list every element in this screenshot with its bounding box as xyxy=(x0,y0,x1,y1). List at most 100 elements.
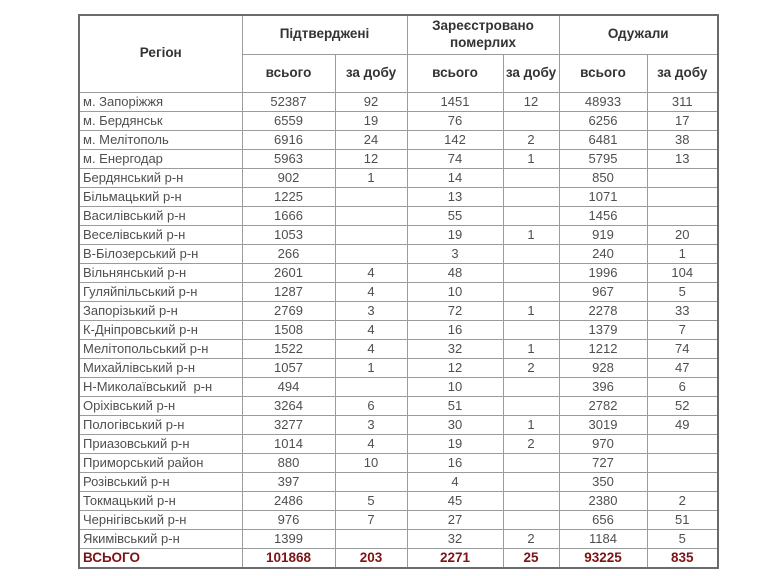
value-cell xyxy=(646,452,719,473)
subheader-deaths-per-day: за добу xyxy=(502,53,560,93)
region-name: Вільнянський р-н xyxy=(78,262,243,283)
value-cell xyxy=(502,490,560,511)
value-cell xyxy=(646,433,719,454)
value-cell: 5 xyxy=(646,281,719,302)
value-cell: 2271 xyxy=(406,547,504,569)
value-cell xyxy=(502,167,560,188)
value-cell: 4 xyxy=(334,319,408,340)
value-cell: 203 xyxy=(334,547,408,569)
value-cell xyxy=(502,262,560,283)
table-row: К-Дніпровський р-н 1508 4 16 1379 7 xyxy=(78,319,719,340)
value-cell: 1379 xyxy=(558,319,648,340)
value-cell: 266 xyxy=(241,243,336,264)
table-row: Василівський р-н 1666 55 1456 xyxy=(78,205,719,226)
table-row: Токмацький р-н 2486 5 45 2380 2 xyxy=(78,490,719,511)
value-cell: 494 xyxy=(241,376,336,397)
value-cell xyxy=(502,471,560,492)
value-cell: 74 xyxy=(646,338,719,359)
value-cell: 32 xyxy=(406,528,504,549)
table-row: Розівський р-н 397 4 350 xyxy=(78,471,719,492)
table-header: Регіон Підтверджені Зареєстровано померл… xyxy=(78,14,719,93)
value-cell: 311 xyxy=(646,91,719,112)
value-cell: 3277 xyxy=(241,414,336,435)
value-cell: 13 xyxy=(406,186,504,207)
region-name: Якимівський р-н xyxy=(78,528,243,549)
value-cell: 12 xyxy=(406,357,504,378)
value-cell: 4 xyxy=(334,433,408,454)
region-name: м. Енергодар xyxy=(78,148,243,169)
value-cell xyxy=(502,110,560,131)
value-cell: 1 xyxy=(502,414,560,435)
table-row: м. Мелітополь 6916 24 142 2 6481 38 xyxy=(78,129,719,150)
value-cell: 10 xyxy=(406,281,504,302)
value-cell xyxy=(334,186,408,207)
value-cell xyxy=(502,186,560,207)
value-cell: 3 xyxy=(406,243,504,264)
value-cell: 902 xyxy=(241,167,336,188)
region-name: Михайлівський р-н xyxy=(78,357,243,378)
value-cell: 38 xyxy=(646,129,719,150)
value-cell: 55 xyxy=(406,205,504,226)
value-cell: 32 xyxy=(406,338,504,359)
value-cell: 6 xyxy=(334,395,408,416)
value-cell: 52 xyxy=(646,395,719,416)
value-cell: 24 xyxy=(334,129,408,150)
region-name: Чернігівський р-н xyxy=(78,509,243,530)
table-row: Приазовський р-н 1014 4 19 2 970 xyxy=(78,433,719,454)
region-name: Приазовський р-н xyxy=(78,433,243,454)
region-name: м. Мелітополь xyxy=(78,129,243,150)
value-cell: 16 xyxy=(406,452,504,473)
value-cell xyxy=(502,452,560,473)
table-row: Н-Миколаївський р-н 494 10 396 6 xyxy=(78,376,719,397)
region-name: Більмацький р-н xyxy=(78,186,243,207)
value-cell: 27 xyxy=(406,509,504,530)
value-cell: 3 xyxy=(334,300,408,321)
value-cell xyxy=(646,205,719,226)
value-cell: 51 xyxy=(646,509,719,530)
value-cell: 880 xyxy=(241,452,336,473)
value-cell xyxy=(646,471,719,492)
value-cell: 19 xyxy=(406,224,504,245)
table-row: Мелітопольський р-н 1522 4 32 1 1212 74 xyxy=(78,338,719,359)
value-cell: 93225 xyxy=(558,547,648,569)
value-cell xyxy=(502,319,560,340)
table-row: Михайлівський р-н 1057 1 12 2 928 47 xyxy=(78,357,719,378)
value-cell: 2380 xyxy=(558,490,648,511)
value-cell: 1014 xyxy=(241,433,336,454)
value-cell: 835 xyxy=(646,547,719,569)
header-row-groups: Регіон Підтверджені Зареєстровано померл… xyxy=(78,14,719,93)
value-cell xyxy=(502,395,560,416)
value-cell: 1996 xyxy=(558,262,648,283)
value-cell: 101868 xyxy=(241,547,336,569)
region-name: Токмацький р-н xyxy=(78,490,243,511)
table-row: м. Енергодар 5963 12 74 1 5795 13 xyxy=(78,148,719,169)
value-cell xyxy=(334,224,408,245)
value-cell: 3264 xyxy=(241,395,336,416)
region-name: Розівський р-н xyxy=(78,471,243,492)
region-name: Запорізький р-н xyxy=(78,300,243,321)
table-row: Бердянський р-н 902 1 14 850 xyxy=(78,167,719,188)
value-cell: 48933 xyxy=(558,91,648,112)
table-row: Вільнянський р-н 2601 4 48 1996 104 xyxy=(78,262,719,283)
value-cell: 397 xyxy=(241,471,336,492)
total-label: ВСЬОГО xyxy=(78,547,243,569)
subheader-confirmed-total: всього xyxy=(241,53,336,93)
value-cell: 656 xyxy=(558,509,648,530)
value-cell: 5795 xyxy=(558,148,648,169)
value-cell: 1057 xyxy=(241,357,336,378)
value-cell: 727 xyxy=(558,452,648,473)
value-cell: 3019 xyxy=(558,414,648,435)
value-cell xyxy=(502,243,560,264)
column-header-confirmed: Підтверджені xyxy=(241,14,408,55)
value-cell: 240 xyxy=(558,243,648,264)
table-row: Веселівський р-н 1053 19 1 919 20 xyxy=(78,224,719,245)
region-name: Василівський р-н xyxy=(78,205,243,226)
value-cell: 1 xyxy=(502,300,560,321)
value-cell: 4 xyxy=(334,262,408,283)
value-cell: 10 xyxy=(406,376,504,397)
region-name: В-Білозерський р-н xyxy=(78,243,243,264)
region-name: Пологівський р-н xyxy=(78,414,243,435)
table-row: Більмацький р-н 1225 13 1071 xyxy=(78,186,719,207)
table-row: Оріхівський р-н 3264 6 51 2782 52 xyxy=(78,395,719,416)
value-cell xyxy=(646,167,719,188)
